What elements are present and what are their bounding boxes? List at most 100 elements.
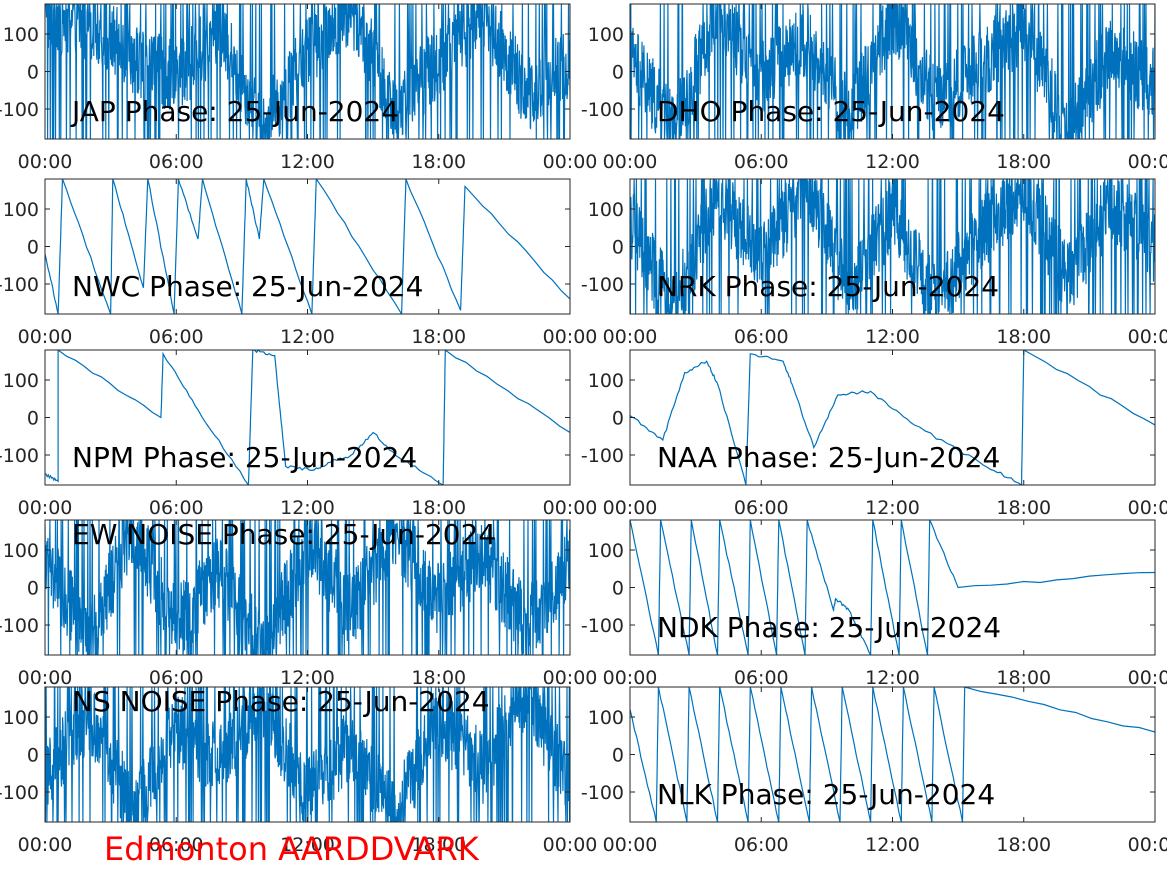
y-tick-label: 0 bbox=[27, 578, 39, 600]
x-tick-label: 18:00 bbox=[411, 667, 466, 689]
series-line bbox=[45, 179, 570, 314]
y-tick-label: -100 bbox=[581, 615, 624, 637]
y-tick-label: 0 bbox=[612, 578, 624, 600]
x-tick-label: 06:00 bbox=[149, 326, 204, 348]
y-tick-label: 100 bbox=[3, 707, 39, 729]
panel-9: 100 0 -100 00:00 06:00 12:00 18:00 00:00 NS NOIS… bbox=[0, 685, 597, 856]
x-tick-label: 06:00 bbox=[734, 667, 789, 689]
x-tick-label: 00:00 bbox=[18, 667, 73, 689]
y-tick-label: 0 bbox=[612, 237, 624, 259]
panel-4: 100 0 -100 00:00 06:00 12:00 18:00 00:00 NRK Pha… bbox=[581, 178, 1167, 348]
panel-3: 100 0 -100 00:00 06:00 12:00 18:00 00:00 NWC Pha… bbox=[0, 178, 598, 348]
x-tick-label: 12:00 bbox=[865, 326, 920, 348]
series-line bbox=[45, 520, 570, 655]
series-line bbox=[630, 687, 1155, 822]
series-line bbox=[45, 350, 570, 485]
x-tick-label: 18:00 bbox=[411, 151, 466, 173]
x-tick-label: 12:00 bbox=[280, 667, 335, 689]
plot-area bbox=[44, 178, 571, 315]
y-tick-label: 100 bbox=[588, 199, 624, 221]
panel-title: JAP Phase: 25-Jun-2024 bbox=[70, 95, 399, 128]
x-tick-label: 00:00 bbox=[1128, 834, 1167, 856]
series-line bbox=[45, 687, 570, 822]
panel-title: NPM Phase: 25-Jun-2024 bbox=[72, 441, 417, 474]
station-caption: Edmonton AARDDVARK bbox=[104, 830, 479, 868]
y-tick-label: 100 bbox=[588, 707, 624, 729]
x-tick-label: 06:00 bbox=[734, 326, 789, 348]
x-tick-label: 12:00 bbox=[865, 667, 920, 689]
y-tick-label: -100 bbox=[0, 99, 39, 121]
y-tick-label: -100 bbox=[0, 615, 39, 637]
series-line bbox=[630, 4, 1155, 139]
x-tick-label: 12:00 bbox=[280, 151, 335, 173]
panel-6: 100 0 -100 00:00 06:00 12:00 18:00 00:00 NAA Pha… bbox=[581, 349, 1167, 519]
y-tick-label: 100 bbox=[3, 199, 39, 221]
panel-title: NWC Phase: 25-Jun-2024 bbox=[72, 270, 423, 303]
y-tick-label: 100 bbox=[3, 370, 39, 392]
x-tick-label: 06:00 bbox=[734, 834, 789, 856]
x-tick-label: 00:00 bbox=[18, 834, 73, 856]
panel-title: NLK Phase: 25-Jun-2024 bbox=[657, 778, 995, 811]
x-tick-label: 06:00 bbox=[734, 151, 789, 173]
x-tick-label: 12:00 bbox=[280, 497, 335, 519]
y-tick-label: -100 bbox=[581, 99, 624, 121]
series-line bbox=[630, 350, 1155, 485]
panel-10: 100 0 -100 00:00 06:00 12:00 18:00 00:00 NLK Pha… bbox=[581, 686, 1167, 856]
panel-5: 100 0 -100 00:00 06:00 12:00 18:00 00:00 NPM Pha… bbox=[0, 349, 597, 519]
x-tick-label: 00:00 bbox=[603, 667, 658, 689]
x-tick-label: 00:00 bbox=[603, 326, 658, 348]
y-tick-label: 100 bbox=[3, 24, 39, 46]
x-tick-label: 00:00 bbox=[543, 326, 598, 348]
x-tick-label: 18:00 bbox=[996, 497, 1051, 519]
series-line bbox=[45, 4, 570, 139]
panel-1: 100 0 -100 00:00 06:00 12:00 18:00 00:00 JAP Pha… bbox=[0, 3, 598, 173]
x-tick-label: 18:00 bbox=[411, 326, 466, 348]
y-tick-label: 0 bbox=[612, 408, 624, 430]
x-tick-label: 06:00 bbox=[149, 497, 204, 519]
x-tick-label: 00:00 bbox=[603, 834, 658, 856]
panel-2: 100 0 -100 00:00 06:00 12:00 18:00 00:00 DHO Pha… bbox=[581, 3, 1167, 173]
x-tick-label: 12:00 bbox=[280, 834, 335, 856]
series-line bbox=[630, 520, 1155, 655]
x-tick-label: 00:00 bbox=[603, 151, 658, 173]
x-tick-label: 00:00 bbox=[1128, 151, 1167, 173]
x-tick-label: 00:00 bbox=[543, 151, 598, 173]
y-tick-label: -100 bbox=[581, 274, 624, 296]
y-tick-label: -100 bbox=[581, 782, 624, 804]
x-tick-label: 00:00 bbox=[543, 834, 598, 856]
y-tick-label: -100 bbox=[0, 782, 39, 804]
x-tick-label: 00:00 bbox=[18, 151, 73, 173]
x-tick-label: 12:00 bbox=[280, 326, 335, 348]
y-tick-label: 0 bbox=[612, 745, 624, 767]
x-tick-label: 00:00 bbox=[1128, 497, 1167, 519]
y-tick-label: 100 bbox=[588, 540, 624, 562]
panel-title: NS NOISE Phase: 25-Jun-2024 bbox=[72, 685, 490, 718]
y-tick-label: 0 bbox=[27, 408, 39, 430]
x-tick-label: 00:00 bbox=[603, 497, 658, 519]
x-tick-label: 06:00 bbox=[734, 497, 789, 519]
y-tick-label: 0 bbox=[27, 745, 39, 767]
x-tick-label: 18:00 bbox=[996, 326, 1051, 348]
y-tick-label: 0 bbox=[27, 237, 39, 259]
y-tick-label: 0 bbox=[612, 62, 624, 84]
x-tick-label: 12:00 bbox=[865, 834, 920, 856]
panel-8: 100 0 -100 00:00 06:00 12:00 18:00 00:00 NDK Pha… bbox=[581, 519, 1167, 689]
x-tick-label: 00:00 bbox=[18, 497, 73, 519]
panel-title: NRK Phase: 25-Jun-2024 bbox=[657, 270, 999, 303]
x-tick-label: 06:00 bbox=[149, 834, 204, 856]
x-tick-label: 18:00 bbox=[996, 667, 1051, 689]
x-tick-label: 18:00 bbox=[996, 151, 1051, 173]
x-tick-label: 18:00 bbox=[996, 834, 1051, 856]
x-tick-label: 12:00 bbox=[865, 151, 920, 173]
x-tick-label: 00:00 bbox=[543, 667, 598, 689]
y-tick-label: 100 bbox=[588, 370, 624, 392]
x-tick-label: 12:00 bbox=[865, 497, 920, 519]
y-tick-label: -100 bbox=[0, 274, 39, 296]
panel-title: NAA Phase: 25-Jun-2024 bbox=[657, 441, 1000, 474]
panel-title: NDK Phase: 25-Jun-2024 bbox=[657, 611, 1001, 644]
x-tick-label: 18:00 bbox=[411, 497, 466, 519]
y-tick-label: -100 bbox=[0, 445, 39, 467]
panel-title: EW NOISE Phase: 25-Jun-2024 bbox=[72, 518, 496, 551]
y-tick-label: 100 bbox=[588, 24, 624, 46]
